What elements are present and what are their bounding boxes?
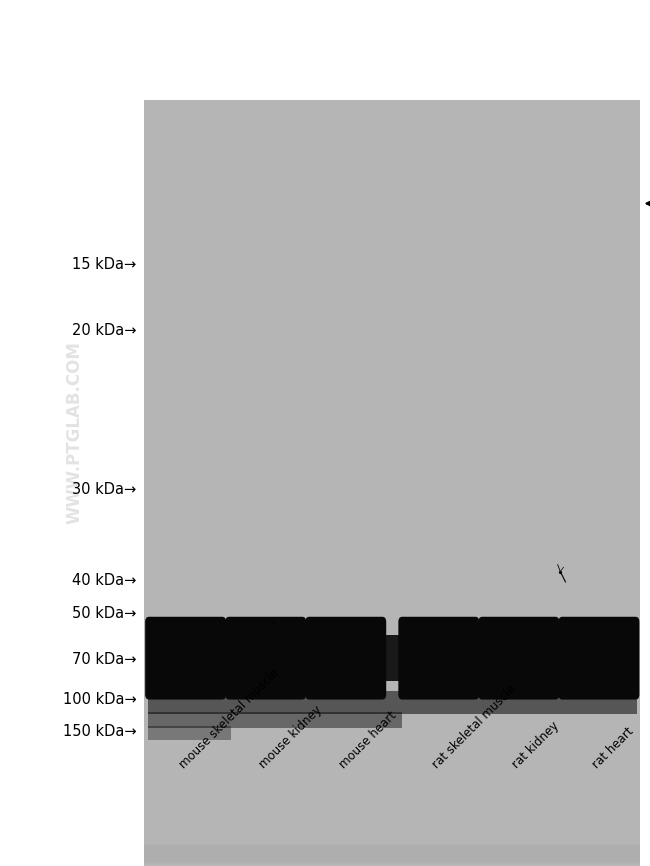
- Bar: [144, 859, 640, 866]
- Bar: [144, 861, 640, 866]
- Bar: [144, 849, 640, 866]
- Bar: [144, 850, 640, 866]
- Bar: [144, 844, 640, 863]
- Bar: [148, 712, 402, 728]
- Text: mouse kidney: mouse kidney: [257, 703, 324, 771]
- Bar: [144, 862, 640, 866]
- Bar: [144, 847, 640, 866]
- Bar: [144, 861, 640, 866]
- Bar: [144, 848, 640, 866]
- Bar: [144, 858, 640, 866]
- Text: rat skeletal muscle: rat skeletal muscle: [430, 682, 518, 771]
- Bar: [144, 852, 640, 866]
- Bar: [144, 858, 640, 866]
- Bar: [144, 853, 640, 866]
- Bar: [144, 846, 640, 865]
- Bar: [144, 849, 640, 866]
- Bar: [148, 726, 231, 740]
- Text: mouse skeletal muscle: mouse skeletal muscle: [176, 666, 281, 771]
- Bar: [144, 845, 640, 864]
- Text: 15 kDa→: 15 kDa→: [72, 256, 136, 272]
- Bar: [148, 691, 637, 714]
- Bar: [144, 854, 640, 866]
- Text: 100 kDa→: 100 kDa→: [63, 692, 136, 708]
- Bar: [144, 856, 640, 866]
- Bar: [144, 850, 640, 866]
- Bar: [148, 635, 637, 682]
- Bar: [144, 856, 640, 866]
- Bar: [144, 844, 640, 863]
- Text: rat kidney: rat kidney: [510, 719, 562, 771]
- Bar: [144, 857, 640, 866]
- FancyBboxPatch shape: [226, 617, 306, 700]
- Bar: [144, 860, 640, 866]
- Text: rat heart: rat heart: [590, 725, 636, 771]
- Bar: [144, 851, 640, 866]
- Bar: [144, 850, 640, 866]
- Bar: [144, 846, 640, 865]
- Text: 150 kDa→: 150 kDa→: [63, 724, 136, 740]
- Bar: [144, 850, 640, 866]
- Text: 30 kDa→: 30 kDa→: [72, 481, 136, 497]
- Bar: [144, 854, 640, 866]
- FancyBboxPatch shape: [306, 617, 386, 700]
- Text: WWW.PTGLAB.COM: WWW.PTGLAB.COM: [66, 341, 84, 525]
- FancyBboxPatch shape: [398, 617, 479, 700]
- Bar: [144, 853, 640, 866]
- Bar: [144, 855, 640, 866]
- Text: 40 kDa→: 40 kDa→: [72, 572, 136, 588]
- Bar: [144, 851, 640, 866]
- Bar: [144, 847, 640, 866]
- Bar: [144, 843, 640, 863]
- FancyBboxPatch shape: [478, 617, 559, 700]
- Bar: [144, 100, 640, 862]
- Text: mouse heart: mouse heart: [337, 708, 399, 771]
- Bar: [144, 857, 640, 866]
- Text: 70 kDa→: 70 kDa→: [72, 652, 136, 668]
- FancyBboxPatch shape: [558, 617, 640, 700]
- Bar: [144, 860, 640, 866]
- Bar: [144, 855, 640, 866]
- Bar: [144, 856, 640, 866]
- Bar: [144, 843, 640, 863]
- FancyBboxPatch shape: [145, 617, 226, 700]
- Text: 50 kDa→: 50 kDa→: [72, 605, 136, 621]
- Text: 20 kDa→: 20 kDa→: [72, 323, 136, 339]
- Bar: [144, 859, 640, 866]
- Bar: [144, 845, 640, 864]
